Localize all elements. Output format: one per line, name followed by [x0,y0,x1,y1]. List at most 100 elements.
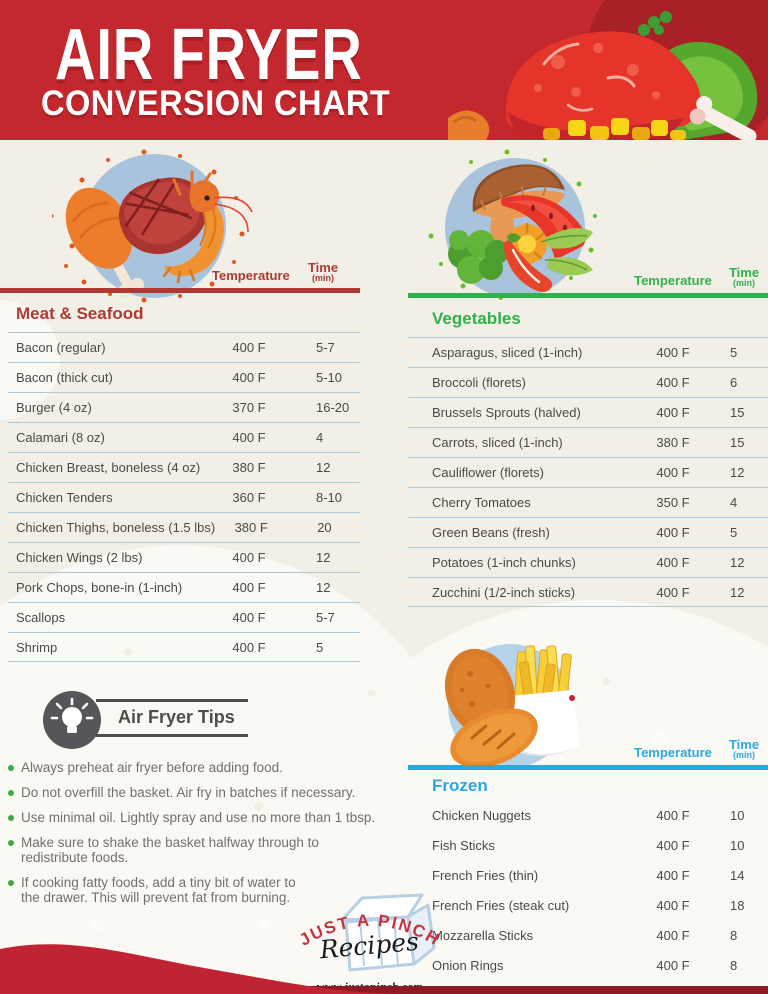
table-row: Chicken Tenders 360 F 8-10 [8,482,360,512]
temperature-column-header: Temperature [212,268,290,283]
food-item: Chicken Nuggets [432,807,531,823]
breaded-patty-icon [444,648,538,768]
table-row: Green Beans (fresh) 400 F 5 [408,517,768,547]
background-dot [258,918,270,930]
air-fryer-tips-section: Air Fryer Tips Always preheat air fryer … [8,688,400,915]
time-value: 12 [316,460,331,475]
food-item: Chicken Thighs, boneless (1.5 lbs) [16,520,216,535]
food-item: Zucchini (1/2-inch sticks) [432,584,576,600]
table-row: Bacon (thick cut) 400 F 5-10 [8,362,360,392]
background-dot [124,648,132,656]
brand-logo: JUST A PINCH Recipes www.justapinch.com [286,888,454,993]
temperature-value: 400 F [656,584,690,600]
food-item: Shrimp [16,639,58,655]
temperature-value: 400 F [232,550,266,565]
time-value: 8 [730,957,738,973]
time-value: 5 [730,345,738,360]
section-title: Meat & Seafood [16,304,144,323]
tip-item: If cooking fatty foods, add a tiny bit o… [8,875,400,905]
food-item: Cherry Tomatoes [432,495,531,510]
frozen-table: Temperature Time (min) Frozen Chicken Nu… [408,729,768,980]
temperature-value: 400 F [656,525,690,540]
table-row: Asparagus, sliced (1-inch) 400 F 5 [408,337,768,367]
recipe-box-illustration: JUST A PINCH Recipes [296,893,442,972]
parsley-icon [638,11,672,36]
time-value: 16-20 [316,400,350,415]
temperature-value: 370 F [232,400,266,415]
table-rows: Asparagus, sliced (1-inch) 400 F 5 Brocc… [408,337,768,607]
time-column-header: Time (min) [728,264,760,288]
background-dot [368,690,375,697]
food-item: Green Beans (fresh) [432,525,550,540]
food-item: Mozzarella Sticks [432,927,534,943]
temperature-value: 400 F [656,375,690,390]
temperature-value: 400 F [232,639,266,655]
meat-seafood-illustration [52,149,253,303]
time-value: 12 [730,584,745,600]
time-value: 5 [316,639,324,655]
temperature-value: 400 F [232,340,266,355]
table-row: Cauliflower (florets) 400 F 12 [408,457,768,487]
temperature-value: 350 F [656,495,690,510]
time-value: 20 [317,520,332,535]
time-value: 4 [730,495,738,510]
food-item: Asparagus, sliced (1-inch) [432,345,583,360]
background-dot [602,678,610,686]
table-rows: Bacon (regular) 400 F 5-7 Bacon (thick c… [8,332,360,662]
temperature-value: 400 F [656,957,690,973]
table-column-headers: Temperature Time (min) [408,257,768,293]
time-value: 14 [730,867,745,883]
table-row: Shrimp 400 F 5 [8,632,360,662]
background-dot [648,162,657,171]
time-value: 15 [730,435,745,450]
time-value: 12 [730,555,745,570]
time-value: 18 [730,897,745,913]
vegetables-table: Temperature Time (min) Vegetables Aspara… [408,257,768,607]
roast-dinner-illustration [448,0,768,140]
tip-item: Do not overfill the basket. Air fry in b… [8,785,400,800]
time-value: 5-7 [316,610,335,625]
food-item: Carrots, sliced (1-inch) [432,435,563,450]
table-row: Chicken Wings (2 lbs) 400 F 12 [8,542,360,572]
section-title: Frozen [432,776,488,795]
background-dot [432,930,445,943]
food-item: Potatoes (1-inch chunks) [432,555,576,570]
table-row: French Fries (steak cut) 400 F 18 [408,890,768,920]
section-divider [408,293,768,298]
time-value: 5-10 [316,370,343,385]
tip-item: Use minimal oil. Lightly spray and use n… [8,810,400,825]
temperature-value: 400 F [656,897,690,913]
vegetables-illustration [428,149,597,300]
bone-icon [689,96,757,140]
table-rows: Chicken Nuggets 400 F 10 Fish Sticks 400… [408,800,768,980]
tips-list: Always preheat air fryer before adding f… [8,760,400,905]
shrimp-icon [162,170,253,284]
time-column-header: Time (min) [307,259,339,283]
leaf-icon [540,228,593,276]
tips-header: Air Fryer Tips [8,688,400,754]
table-row: Chicken Thighs, boneless (1.5 lbs) 380 F… [8,512,360,542]
background-dot [714,262,721,269]
temperature-value: 400 F [656,807,690,823]
table-row: Fish Sticks 400 F 10 [408,830,768,860]
food-item: Bacon (thick cut) [16,370,113,385]
time-value: 12 [316,580,331,595]
page-subtitle: CONVERSION CHART [41,84,391,123]
section-divider [0,288,360,293]
table-row: Mozzarella Sticks 400 F 8 [408,920,768,950]
temperature-value: 400 F [656,555,690,570]
table-row: Bacon (regular) 400 F 5-7 [8,332,360,362]
temperature-value: 400 F [656,867,690,883]
food-item: Broccoli (florets) [432,375,526,390]
time-value: 8-10 [316,490,343,505]
temperature-value: 400 F [656,927,690,943]
section-divider [408,765,768,770]
temperature-value: 400 F [232,430,266,445]
bottom-wave-decoration [0,944,768,994]
background-dot [652,730,668,746]
time-value: 8 [730,927,738,943]
time-value: 6 [730,375,738,390]
table-row: Cherry Tomatoes 350 F 4 [408,487,768,517]
time-column-header: Time (min) [728,736,760,760]
table-row: Zucchini (1/2-inch sticks) 400 F 12 [408,577,768,607]
